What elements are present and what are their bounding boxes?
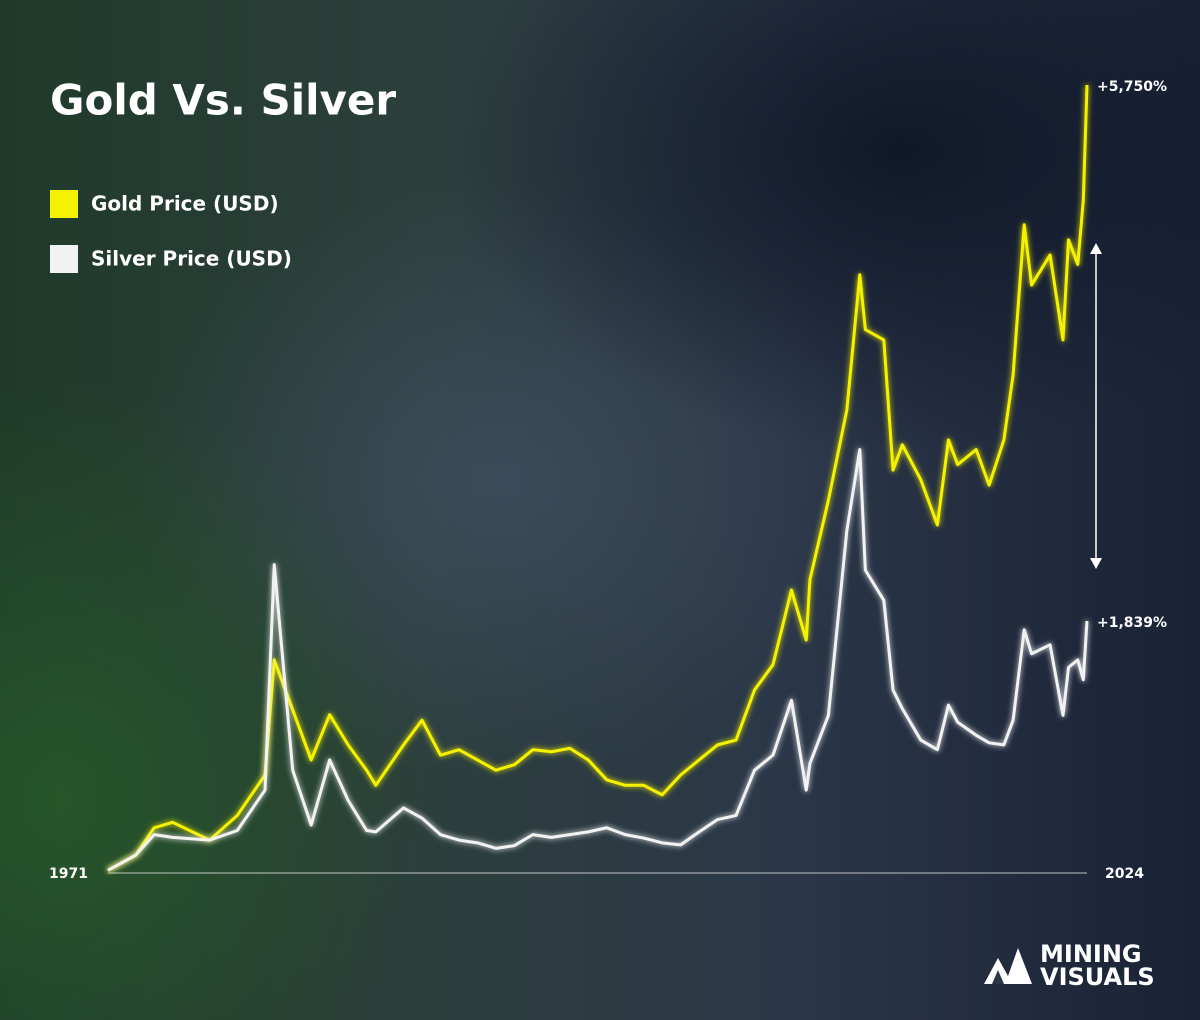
legend-swatch (50, 245, 78, 273)
data-line (107, 84, 1089, 872)
brand-name: VISUALS (1040, 963, 1155, 991)
data-line (107, 448, 1089, 872)
end-value-label: +5,750% (1097, 79, 1167, 95)
brand-logo (984, 948, 1032, 984)
difference-arrow (1090, 243, 1102, 569)
x-tick-label: 1971 (49, 866, 88, 882)
legend-label: Silver Price (USD) (91, 247, 292, 271)
legend-swatch (50, 190, 78, 218)
brand-name: MINING (1040, 940, 1142, 968)
end-value-label: +1,839% (1097, 615, 1167, 631)
legend-label: Gold Price (USD) (91, 192, 279, 216)
chart-title: Gold Vs. Silver (50, 76, 396, 125)
x-tick-label: 2024 (1105, 866, 1144, 882)
